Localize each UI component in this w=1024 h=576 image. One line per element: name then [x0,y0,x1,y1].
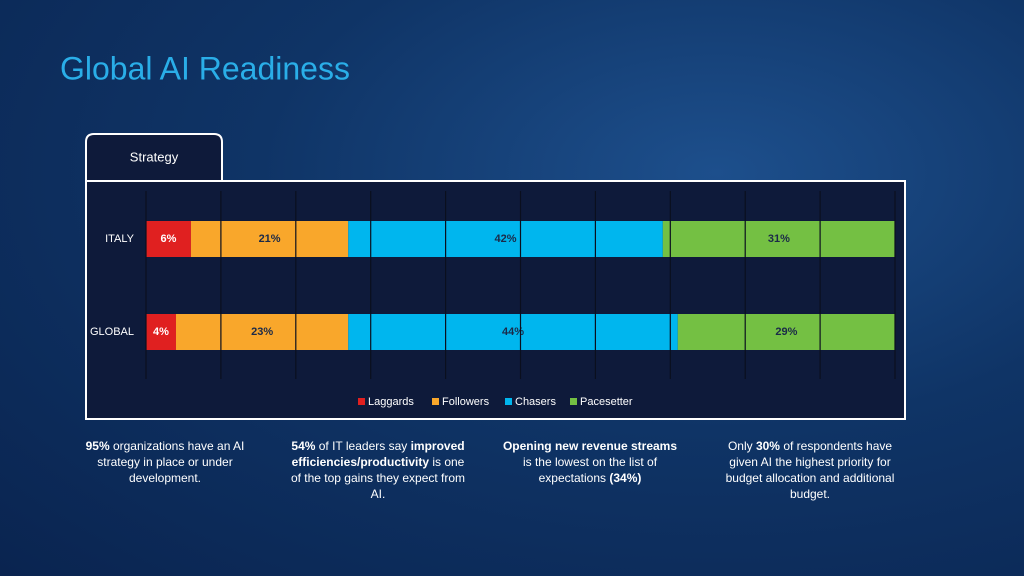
caption-text: 30% [755,439,780,453]
legend-swatch [432,398,439,405]
bar-segment [146,314,176,350]
tab-label: Strategy [130,149,179,164]
caption-text: (34%) [609,471,642,485]
caption-text: improved efficiencies/productivity [291,439,465,469]
caption: 95% organizations have an AI strategy in… [75,438,255,486]
caption: 54% of IT leaders say improved efficienc… [288,438,468,502]
value-label: 23% [251,326,273,338]
legend-label: Pacesetter [580,396,633,408]
legend-label: Laggards [368,396,414,408]
bar-segment [677,314,895,350]
legend-swatch [505,398,512,405]
value-label: 31% [768,233,790,245]
bar-segment [146,221,191,257]
caption: Only 30% of respondents have given AI th… [720,438,900,502]
bar-segment [662,221,895,257]
bar-segment [348,314,678,350]
caption-text: is the lowest on the list of expectation… [522,455,658,485]
caption-text: Only [727,439,756,453]
legend-label: Followers [442,396,490,408]
caption-text: 95% [85,439,110,453]
value-label: 44% [502,326,524,338]
value-label: 6% [161,233,177,245]
value-label: 29% [775,326,797,338]
legend-label: Chasers [515,396,556,408]
bar-segment [190,221,349,257]
caption-text: 54% [291,439,316,453]
caption-text: of IT leaders say [315,439,411,453]
caption-text: Opening new revenue streams [502,439,678,453]
chart-frame [85,180,906,420]
bar-segment [175,314,349,350]
legend-swatch [570,398,577,405]
legend-swatch [358,398,365,405]
value-label: 42% [495,233,517,245]
slide-title: Global AI Readiness [60,50,350,86]
category-label: GLOBAL [90,326,134,338]
caption-text: is one of the top gains they expect from… [290,455,466,501]
value-label: 21% [259,233,281,245]
caption-text: of respondents have given AI the highest… [725,439,895,501]
value-label: 4% [153,326,169,338]
bar-segment [348,221,663,257]
caption: Opening new revenue streams is the lowes… [500,438,680,486]
caption-text: organizations have an AI strategy in pla… [97,439,245,485]
category-label: ITALY [105,233,135,245]
tab [85,133,223,181]
